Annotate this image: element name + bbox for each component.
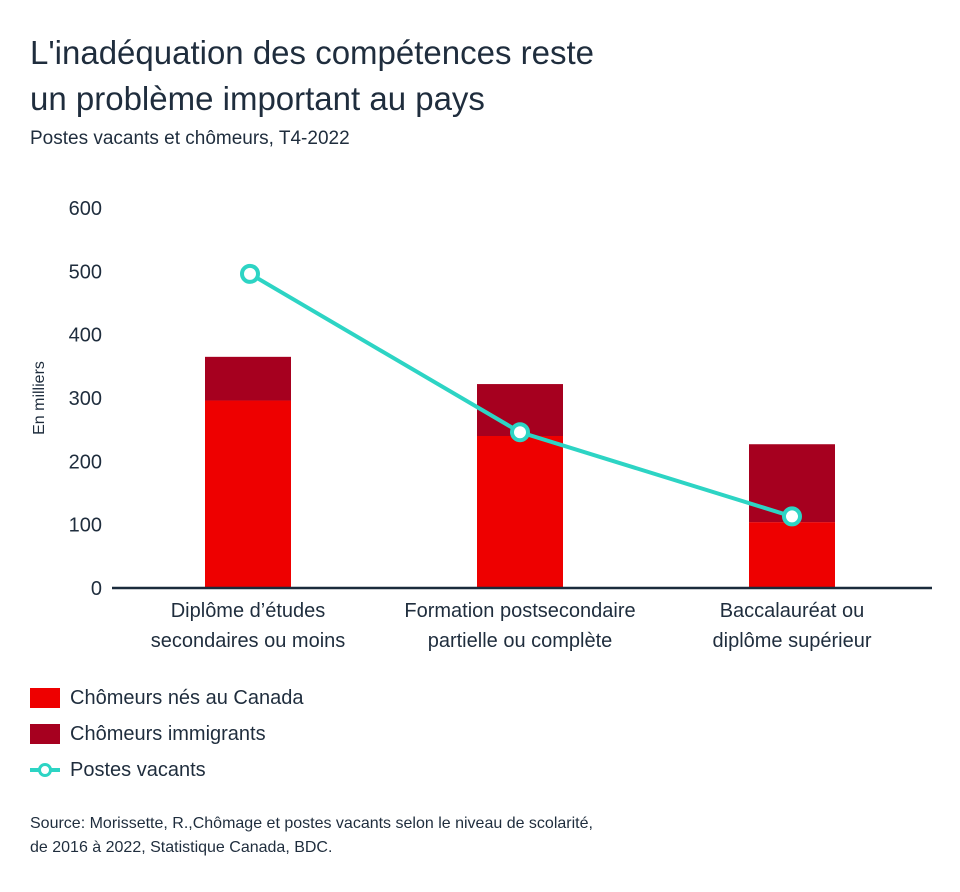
legend-label-vacancies: Postes vacants bbox=[70, 758, 206, 781]
y-axis-label: En milliers bbox=[31, 361, 48, 435]
bar-canada-born bbox=[749, 522, 835, 588]
bar-canada-born bbox=[477, 436, 563, 588]
x-tick-label: Diplôme d’études bbox=[171, 600, 326, 622]
x-tick-label: diplôme supérieur bbox=[713, 630, 872, 652]
vacancies-point bbox=[240, 263, 260, 284]
bar-canada-born bbox=[205, 400, 291, 588]
x-tick-label: Formation postsecondaire bbox=[404, 600, 635, 622]
chart-title: L'inadéquation des compétences reste un … bbox=[30, 30, 930, 122]
chart-title-line-1: L'inadéquation des compétences reste bbox=[30, 34, 595, 71]
vacancies-point bbox=[782, 506, 802, 527]
legend-item-canada-born: Chômeurs nés au Canada bbox=[30, 680, 303, 716]
legend-swatch-canada-born bbox=[30, 688, 60, 708]
legend-marker-icon bbox=[38, 763, 52, 777]
vacancies-point bbox=[510, 422, 530, 443]
source-note: Source: Morissette, R.,Chômage et postes… bbox=[30, 812, 593, 860]
legend-swatch-immigrants bbox=[30, 724, 60, 744]
y-tick-label: 300 bbox=[69, 388, 102, 410]
legend-item-immigrants: Chômeurs immigrants bbox=[30, 716, 303, 752]
y-tick-label: 100 bbox=[69, 515, 102, 537]
x-tick-label: secondaires ou moins bbox=[151, 630, 346, 652]
legend: Chômeurs nés au Canada Chômeurs immigran… bbox=[30, 680, 303, 788]
chart-canvas: 0 100 200 300 400 500 600 En milliers Diplôme … bbox=[31, 198, 932, 652]
bar-immigrants bbox=[205, 356, 291, 401]
bars-group bbox=[205, 356, 835, 588]
y-tick-label: 200 bbox=[69, 451, 102, 473]
y-tick-label: 500 bbox=[69, 261, 102, 283]
source-line-2: de 2016 à 2022, Statistique Canada, BDC. bbox=[30, 839, 333, 856]
vacancies-line-group bbox=[240, 263, 802, 527]
y-tick-label: 600 bbox=[69, 198, 102, 220]
legend-item-vacancies: Postes vacants bbox=[30, 752, 303, 788]
legend-label-immigrants: Chômeurs immigrants bbox=[70, 722, 266, 745]
chart-title-line-2: un problème important au pays bbox=[30, 80, 485, 117]
x-tick-label: Baccalauréat ou bbox=[720, 600, 865, 622]
legend-swatch-vacancies bbox=[30, 760, 60, 780]
source-line-1: Source: Morissette, R.,Chômage et postes… bbox=[30, 815, 593, 832]
x-axis-tick-labels: Diplôme d’études secondaires ou moins Form… bbox=[151, 600, 872, 652]
legend-label-canada-born: Chômeurs nés au Canada bbox=[70, 686, 304, 709]
chart-subtitle: Postes vacants et chômeurs, T4-2022 bbox=[30, 128, 350, 149]
y-tick-label: 0 bbox=[91, 578, 102, 600]
x-tick-label: partielle ou complète bbox=[428, 630, 613, 652]
y-axis-tick-labels: 0 100 200 300 400 500 600 bbox=[69, 198, 102, 600]
y-tick-label: 400 bbox=[69, 325, 102, 347]
